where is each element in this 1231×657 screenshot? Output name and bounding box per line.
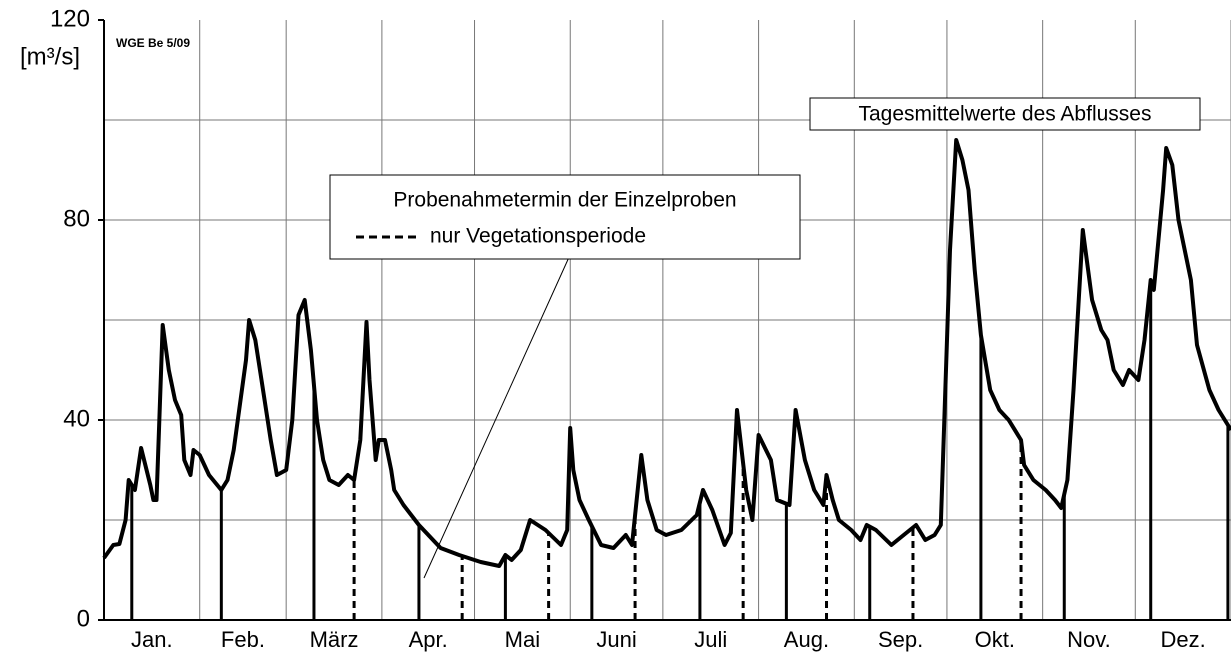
x-tick-label: Feb. [221,627,265,652]
x-tick-label: Dez. [1161,627,1206,652]
legend-text: Probenahmetermin der Einzelproben [393,189,736,212]
legend-box [809,97,1201,131]
x-tick-label: Sep. [878,627,923,652]
y-tick-label: 40 [63,405,90,432]
x-tick-label: Apr. [409,627,448,652]
x-tick-label: Mai [505,627,540,652]
x-tick-label: März [310,627,359,652]
x-tick-label: Aug. [784,627,829,652]
y-axis-label: [m³/s] [20,43,80,70]
y-tick-label: 0 [77,605,90,632]
leader-line [423,254,571,579]
stamp: WGE Be 5/09 [116,36,190,50]
legend-box [329,174,801,260]
legend-text: nur Vegetationsperiode [430,225,646,248]
y-tick-label: 80 [63,205,90,232]
x-tick-label: Jan. [131,627,173,652]
y-tick-label: 120 [50,5,90,32]
legend-text: Tagesmittelwerte des Abflusses [859,103,1152,126]
x-tick-label: Juli [694,627,727,652]
x-tick-label: Nov. [1067,627,1111,652]
x-tick-label: Okt. [975,627,1015,652]
discharge-line [102,138,1231,568]
x-tick-label: Juni [596,627,636,652]
